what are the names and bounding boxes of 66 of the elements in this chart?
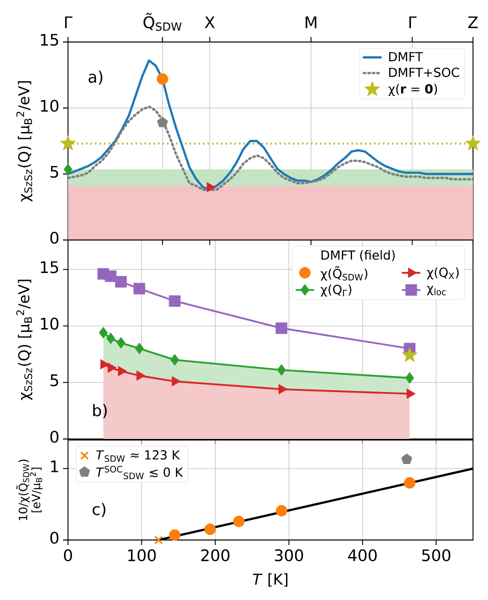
x-tick-label: X <box>204 16 215 28</box>
x-tick-label: M <box>306 16 316 28</box>
point <box>98 326 108 338</box>
point <box>136 370 146 381</box>
y-tick-label: 5 <box>50 374 58 386</box>
point <box>106 332 116 344</box>
legend-label: DMFT+SOC <box>389 68 460 78</box>
point <box>108 362 116 373</box>
point <box>406 388 416 399</box>
legend-label: χ(Q$_{Γ}$) <box>320 284 352 297</box>
x-tick-label: Z <box>468 16 478 28</box>
x-tick-label: Γ <box>65 16 72 28</box>
point <box>100 359 110 370</box>
y-tick-label: 0 <box>50 430 58 443</box>
point <box>169 295 181 307</box>
text: 10/χ(Q̃$_{SDW}$) [eV/μ$_{B}$$^{2}$] <box>16 460 42 520</box>
legend-label: T$_{SDW}$ ≈ 123 K <box>96 450 180 462</box>
point <box>172 376 181 386</box>
legend-label: χ(Q̃$_{SDW}$) <box>320 266 368 281</box>
x-tick-label: 100 <box>128 549 156 562</box>
point <box>116 337 126 349</box>
y-tick-label: 1 <box>51 460 58 472</box>
y-tick-label: 5 <box>50 166 58 178</box>
legend-label: χ$_{loc}$ <box>426 286 446 296</box>
point <box>170 354 180 366</box>
y-axis-title: χ$_{SzSz}$(Q) [μ$_{B}$$^{2}$/eV] <box>16 81 32 202</box>
point <box>118 366 127 376</box>
x-tick-label: 0 <box>64 549 72 562</box>
x-tick-label: Q̃$_{SDW}$ <box>144 12 182 31</box>
point <box>115 276 127 288</box>
point <box>233 516 245 528</box>
x-tick-label: 200 <box>201 549 230 562</box>
point <box>135 342 144 354</box>
y-tick-label: 15 <box>40 34 58 46</box>
x-tick-label: 400 <box>348 549 377 562</box>
x-tick-label: 300 <box>274 549 304 562</box>
legend-label: χ(Q$_{X}$) <box>426 267 459 280</box>
point <box>404 477 416 489</box>
annotation: a) <box>88 70 102 85</box>
annotation: c) <box>92 502 106 518</box>
point <box>278 384 288 394</box>
annotation: b) <box>93 404 107 418</box>
point <box>401 454 412 464</box>
legend-label: χ(r = 0) <box>388 84 437 96</box>
point <box>402 347 418 362</box>
point <box>276 322 288 334</box>
point <box>405 372 414 384</box>
x-tick-label: Γ <box>409 16 417 28</box>
legend-title: DMFT (field) <box>322 250 395 262</box>
point <box>104 270 116 282</box>
x-tick-label: 500 <box>422 549 450 562</box>
point <box>276 504 288 516</box>
legend-label: DMFT <box>389 52 423 62</box>
x-axis-title: T [K] <box>252 573 288 587</box>
point <box>204 524 216 536</box>
legend-label: T$^{SOC}$$_{SDW}$ ≲ 0 K <box>96 466 184 480</box>
point <box>169 529 181 541</box>
y-tick-label: 15 <box>40 261 58 274</box>
y-axis-title: χ$_{SzSz}$(Q) [μ$_{B}$$^{2}$/eV] <box>16 280 32 400</box>
y-tick-label: 10 <box>40 318 58 330</box>
y-tick-label: 0 <box>50 532 58 544</box>
y-tick-label: 0 <box>50 232 58 244</box>
y-tick-label: 10 <box>40 100 58 112</box>
point <box>277 364 286 376</box>
point <box>154 536 163 544</box>
point <box>134 282 146 294</box>
